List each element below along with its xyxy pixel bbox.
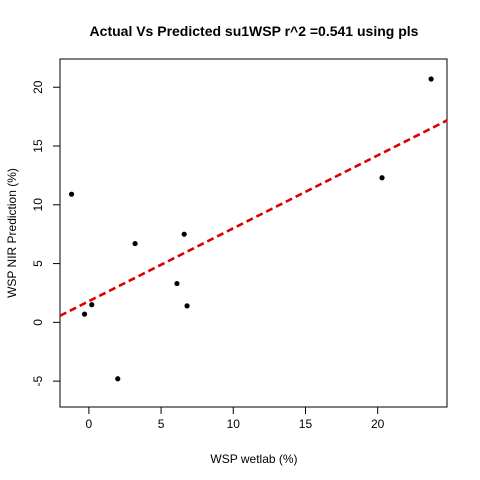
y-tick-label: 20 xyxy=(31,80,45,94)
data-point xyxy=(428,76,434,82)
data-point xyxy=(115,376,121,382)
data-point xyxy=(184,303,190,309)
x-tick-label: 15 xyxy=(299,417,313,431)
plot-frame xyxy=(59,58,448,408)
y-axis: -5 0 5 10 15 20 xyxy=(31,80,60,386)
data-point xyxy=(379,175,385,181)
x-axis-label: WSP wetlab (%) xyxy=(210,452,297,466)
y-tick-label: 15 xyxy=(31,139,45,153)
data-points xyxy=(68,76,434,382)
x-tick-label: 20 xyxy=(371,417,385,431)
y-tick-label: 10 xyxy=(31,198,45,212)
chart-title: Actual Vs Predicted su1WSP r^2 =0.541 us… xyxy=(90,23,419,39)
data-point xyxy=(89,302,95,308)
data-point xyxy=(132,240,138,247)
data-point xyxy=(81,311,88,317)
data-point xyxy=(68,191,75,197)
data-point xyxy=(174,280,180,287)
y-tick-label: -5 xyxy=(31,375,45,386)
x-tick-label: 10 xyxy=(227,417,241,431)
regression-line xyxy=(59,119,448,317)
x-tick-label: 5 xyxy=(158,417,165,431)
y-axis-label: WSP NIR Prediction (%) xyxy=(5,168,19,298)
data-point xyxy=(181,231,187,237)
y-tick-label: 5 xyxy=(31,260,45,267)
x-tick-label: 0 xyxy=(86,417,93,431)
y-tick-label: 0 xyxy=(31,319,45,326)
x-axis: 0 5 10 15 20 xyxy=(86,407,385,431)
